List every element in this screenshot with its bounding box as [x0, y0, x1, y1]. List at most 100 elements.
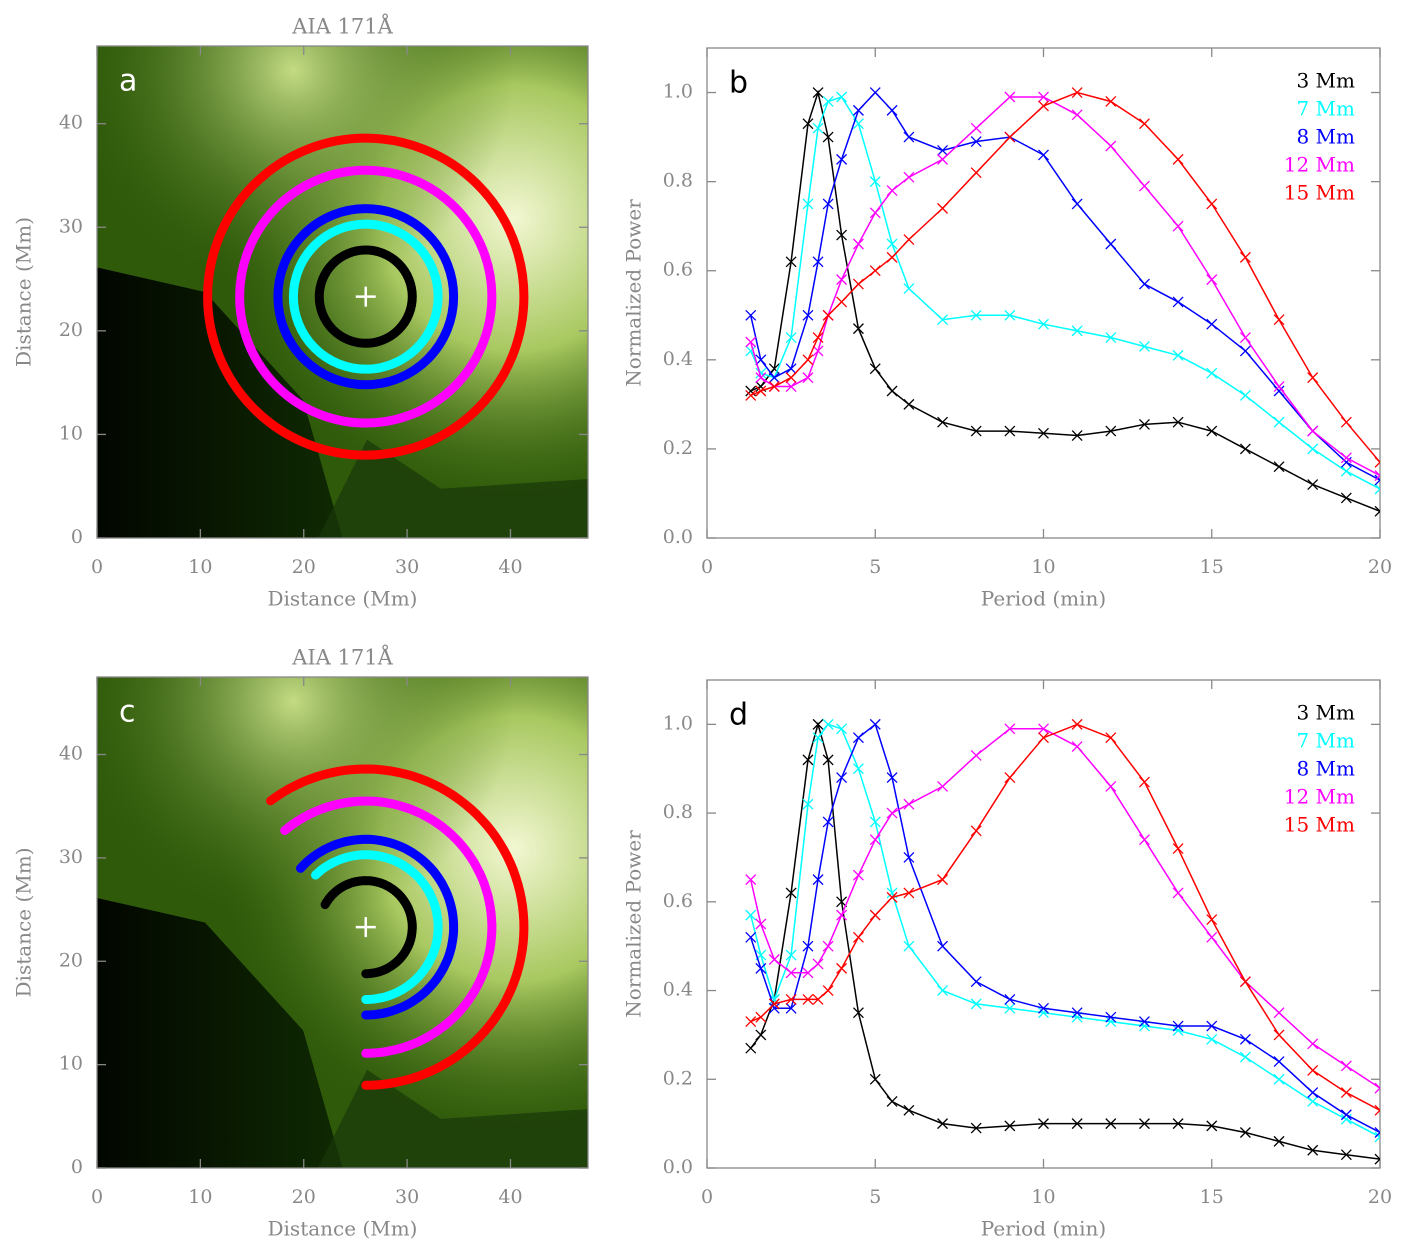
marker	[836, 909, 848, 921]
plot-area	[745, 87, 1380, 517]
marker	[1172, 220, 1184, 232]
x-tick-label: 10	[188, 556, 212, 578]
series-line	[749, 723, 1380, 1138]
y-tick-label: 0.6	[663, 890, 693, 912]
marker	[937, 874, 949, 886]
chart-title: AIA 171Å	[291, 14, 393, 39]
marker	[869, 207, 881, 219]
marker	[1239, 389, 1251, 401]
marker	[745, 1042, 757, 1054]
marker	[785, 949, 797, 961]
marker	[1273, 1135, 1285, 1147]
marker	[1172, 1118, 1184, 1130]
marker	[812, 958, 824, 970]
marker	[1004, 131, 1016, 143]
marker	[970, 976, 982, 988]
legend-entry: 3 Mm	[1296, 701, 1355, 725]
marker	[1374, 474, 1380, 486]
series-line	[749, 96, 1380, 477]
marker	[1273, 461, 1285, 473]
marker	[970, 825, 982, 837]
legend-entry: 8 Mm	[1296, 757, 1355, 781]
marker	[886, 772, 898, 784]
marker	[1038, 100, 1049, 112]
marker	[1105, 332, 1117, 344]
y-tick-label: 0.2	[663, 1067, 693, 1089]
y-tick-label: 0.4	[663, 348, 693, 370]
marker	[1273, 381, 1285, 393]
marker	[1374, 456, 1380, 468]
marker	[755, 1011, 767, 1023]
marker	[937, 1118, 949, 1130]
plot-area	[745, 718, 1380, 1165]
marker	[1374, 1127, 1380, 1138]
marker	[1071, 109, 1083, 121]
marker	[1004, 993, 1016, 1005]
marker	[1273, 1073, 1285, 1085]
y-tick-label: 0.0	[663, 1156, 693, 1178]
marker	[1105, 238, 1117, 250]
x-tick-label: 15	[1200, 1186, 1224, 1208]
marker	[903, 851, 915, 863]
marker	[1307, 479, 1319, 491]
arc	[296, 834, 459, 1020]
marker	[903, 798, 915, 810]
series-line	[750, 91, 1380, 463]
marker	[755, 372, 767, 384]
marker	[1206, 274, 1218, 286]
arc	[280, 796, 497, 1058]
y-tick-label: 0.2	[663, 437, 693, 459]
marker	[852, 238, 864, 250]
marker	[1138, 1118, 1150, 1130]
marker	[1307, 372, 1319, 384]
marker	[903, 398, 915, 410]
dark-region	[317, 1069, 588, 1168]
x-tick-label: 10	[188, 1186, 212, 1208]
marker	[852, 1007, 864, 1019]
marker	[1138, 834, 1150, 846]
arc	[311, 850, 443, 1004]
marker	[1206, 318, 1218, 330]
marker	[822, 754, 834, 766]
series-line	[749, 723, 1380, 1134]
y-tick-label: 10	[59, 1053, 83, 1075]
marker	[822, 718, 834, 730]
x-tick-label: 0	[91, 1186, 103, 1208]
x-tick-label: 30	[395, 1186, 419, 1208]
marker	[903, 131, 915, 143]
marker	[1374, 470, 1380, 482]
legend-entry: 3 Mm	[1296, 69, 1355, 93]
y-tick-label: 0.8	[663, 801, 693, 823]
marker	[812, 122, 824, 134]
marker	[903, 171, 915, 183]
marker	[802, 993, 814, 1005]
marker	[1071, 430, 1083, 442]
marker	[937, 416, 949, 428]
marker	[785, 1002, 797, 1014]
marker	[1340, 416, 1352, 428]
marker	[822, 940, 834, 952]
marker	[1239, 332, 1251, 344]
chart-title: AIA 171Å	[291, 645, 393, 670]
marker	[1307, 443, 1319, 455]
marker	[1374, 483, 1380, 495]
plot-frame	[96, 45, 589, 539]
marker	[1307, 425, 1319, 437]
marker	[836, 229, 848, 241]
marker	[1004, 772, 1016, 784]
marker	[812, 874, 824, 886]
x-tick-label: 40	[498, 556, 522, 578]
marker	[903, 283, 915, 295]
y-tick-label: 20	[59, 949, 83, 971]
marker	[812, 345, 824, 357]
marker	[903, 234, 915, 246]
marker	[745, 309, 757, 321]
x-axis-label: Distance (Mm)	[268, 587, 418, 611]
marker	[755, 962, 767, 974]
marker	[812, 718, 824, 730]
marker	[822, 816, 834, 828]
marker	[745, 336, 757, 348]
legend-entry: 15 Mm	[1284, 181, 1355, 205]
marker	[1071, 325, 1083, 337]
marker	[886, 385, 898, 397]
